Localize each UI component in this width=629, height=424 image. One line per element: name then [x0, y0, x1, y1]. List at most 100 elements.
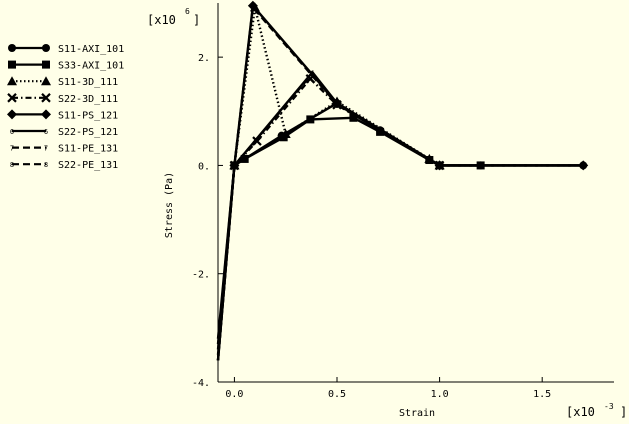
data-point	[376, 127, 385, 136]
data-point: 8	[232, 162, 236, 170]
legend-marker: 7	[10, 145, 14, 153]
data-point	[280, 129, 291, 139]
data-point: 8	[335, 102, 339, 110]
legend-marker: 6	[10, 128, 14, 136]
svg-text:8: 8	[232, 162, 236, 170]
svg-text:6: 6	[10, 128, 14, 136]
x-tick-label: 0.5	[328, 389, 346, 400]
legend-item: 6 6 S22-PS_121	[10, 127, 118, 138]
x-multiplier-base: [x10	[566, 405, 595, 419]
x-ticks: 0.0 0.5 1.0 1.5	[225, 377, 551, 400]
y-tick-label: 0.	[198, 161, 210, 172]
svg-text:8: 8	[581, 162, 585, 170]
svg-text:7: 7	[251, 4, 255, 12]
legend-marker	[7, 76, 17, 86]
legend-item: S33-AXI_101	[8, 60, 124, 72]
svg-text:7: 7	[10, 145, 14, 153]
legend: S11-AXI_101 S33-AXI_101 S11-3D_111 S22-3D_1…	[7, 44, 124, 171]
y-ticks: -4. -2. 0. 2.	[192, 53, 223, 389]
svg-text:6: 6	[44, 128, 48, 136]
legend-item: 8 8 S22-PE_131	[10, 160, 118, 171]
legend-marker	[41, 93, 51, 103]
legend-marker: 8	[10, 161, 14, 169]
svg-text:8: 8	[335, 102, 339, 110]
y-multiplier-bracket: ]	[193, 13, 200, 27]
series-S33-AXI_101	[216, 113, 485, 361]
series-line	[216, 4, 584, 339]
series-S22-PE_131: 8 8 8 8 8	[216, 70, 585, 356]
svg-text:7: 7	[335, 101, 339, 109]
series-S11-PS_121	[216, 0, 589, 339]
data-point	[247, 0, 258, 11]
y-multiplier-base: [x10	[147, 13, 176, 27]
legend-marker	[8, 60, 16, 69]
legend-marker: 7	[44, 145, 48, 153]
legend-label: S11-PS_121	[58, 110, 118, 121]
legend-item: S11-AXI_101	[8, 44, 124, 55]
legend-marker	[41, 76, 51, 86]
series-line	[216, 6, 441, 361]
legend-item: S11-3D_111	[7, 76, 118, 88]
x-axis-label: Strain	[399, 408, 435, 419]
y-tick-label: -4.	[192, 378, 210, 389]
y-axis-label: Stress (Pa)	[164, 172, 175, 238]
series-S11-3D_111	[216, 2, 445, 361]
svg-text:7: 7	[44, 145, 48, 153]
legend-item: 7 7 S11-PE_131	[10, 144, 118, 155]
legend-marker	[8, 44, 16, 52]
x-tick-label: 1.0	[431, 389, 449, 400]
data-point: 8	[310, 70, 314, 78]
svg-text:8: 8	[437, 162, 441, 170]
x-tick-label: 1.5	[533, 389, 551, 400]
x-multiplier-bracket: ]	[620, 405, 627, 419]
y-tick-label: -2.	[192, 270, 210, 281]
data-point: 7	[581, 162, 585, 170]
data-point	[306, 115, 315, 124]
legend-marker	[41, 109, 51, 120]
y-multiplier: [x10 6 ]	[147, 7, 200, 27]
data-point	[578, 160, 589, 171]
legend-marker	[42, 60, 50, 69]
series-line	[216, 72, 584, 356]
series-line	[216, 116, 481, 361]
data-point: 7	[251, 4, 255, 12]
x-multiplier: [x10 -3 ]	[566, 402, 627, 419]
series-line	[216, 77, 441, 361]
y-multiplier-exponent: 6	[185, 7, 190, 16]
legend-label: S22-3D_111	[58, 94, 118, 105]
legend-label: S11-3D_111	[58, 77, 118, 88]
legend-marker: 8	[44, 161, 48, 169]
data-point: 6	[581, 162, 585, 170]
legend-label: S22-PS_121	[58, 127, 118, 138]
data-point: 8	[437, 162, 441, 170]
svg-text:6: 6	[581, 162, 585, 170]
svg-text:8: 8	[310, 70, 314, 78]
data-point	[240, 154, 249, 163]
svg-text:7: 7	[437, 162, 441, 170]
x-tick-label: 0.0	[225, 389, 243, 400]
y-tick-label: 2.	[198, 53, 210, 64]
data-point: 8	[581, 162, 585, 170]
svg-text:7: 7	[581, 162, 585, 170]
data-point	[349, 113, 358, 122]
legend-label: S11-PE_131	[58, 144, 118, 155]
data-point	[252, 136, 262, 146]
legend-item: S11-PS_121	[7, 109, 118, 121]
legend-marker	[42, 44, 50, 52]
svg-text:8: 8	[10, 161, 14, 169]
data-point: 7	[437, 162, 441, 170]
legend-label: S33-AXI_101	[58, 61, 124, 72]
data-point: 7	[335, 101, 339, 109]
x-multiplier-exponent: -3	[604, 402, 614, 411]
series-S11-AXI_101	[216, 99, 588, 361]
legend-marker	[7, 93, 17, 103]
legend-marker: 6	[44, 128, 48, 136]
legend-label: S11-AXI_101	[58, 44, 124, 55]
series-line	[216, 6, 584, 345]
legend-item: S22-3D_111	[7, 93, 118, 105]
